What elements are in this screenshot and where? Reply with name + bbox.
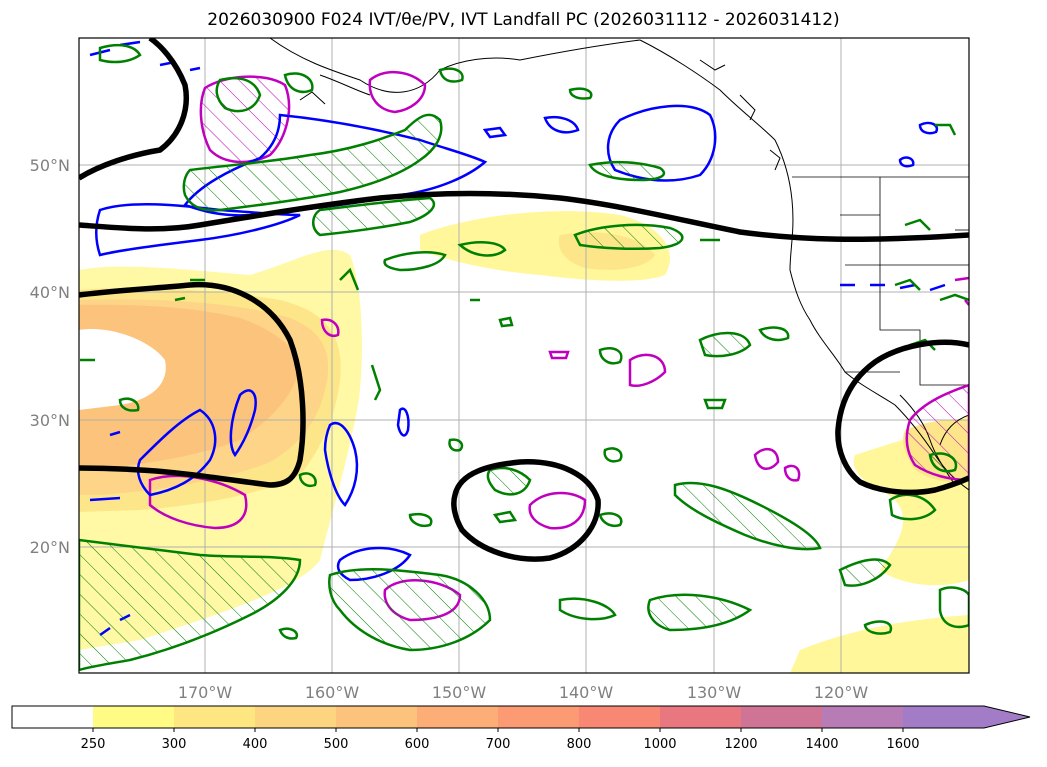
colorbar-tick-label: 300 [162,737,187,752]
lat-label-30: 30°N [30,411,70,430]
colorbar-tick-label: 1600 [886,737,919,752]
colorbar-tick-label: 700 [486,737,511,752]
colorbar-segment [498,706,579,728]
colorbar-tick-label: 1000 [643,737,676,752]
map-border [78,37,970,674]
colorbar-segment [660,706,741,728]
lat-label-20: 20°N [30,538,70,557]
colorbar-segment [822,706,903,728]
map-title: 2026030900 F024 IVT/θe/PV, IVT Landfall … [207,10,840,30]
colorbar-tick-label: 1200 [724,737,757,752]
lon-label-160w: 160°W [305,683,360,702]
colorbar-segment [741,706,822,728]
colorbar-segment [579,706,660,728]
colorbar-outline [11,705,1031,729]
longitude-labels: 170°W 160°W 150°W 140°W 130°W 120°W [178,683,869,702]
colorbar-tick-label: 600 [405,737,430,752]
lat-label-40: 40°N [30,283,70,302]
colorbar-tick-label: 500 [324,737,349,752]
colorbar-segment [903,706,1030,728]
thick-contours [79,38,969,562]
lat-label-50: 50°N [30,156,70,175]
colorbar-tick-label: 400 [243,737,268,752]
theta-e-contours [79,43,969,672]
lon-label-130w: 130°W [687,683,742,702]
landfall-contours [148,70,969,622]
colorbar-tick-label: 800 [567,737,592,752]
lon-label-170w: 170°W [178,683,233,702]
colorbar-segment [255,706,336,728]
latitude-labels: 50°N 40°N 30°N 20°N [30,156,70,557]
colorbar: 250 300 400 500 600 700 800 1000 1200 1400 1600 [11,705,1031,752]
colorbar-segment [12,706,93,728]
political-borders [792,176,969,386]
colorbar-tick-label: 250 [81,737,106,752]
colorbar-segment [336,706,417,728]
map-panel [79,38,969,673]
lon-label-120w: 120°W [814,683,869,702]
lon-label-140w: 140°W [559,683,614,702]
colorbar-tick-label: 1400 [805,737,838,752]
colorbar-segment [417,706,498,728]
lon-label-150w: 150°W [432,683,487,702]
colorbar-segment [93,706,174,728]
colorbar-segment [174,706,255,728]
